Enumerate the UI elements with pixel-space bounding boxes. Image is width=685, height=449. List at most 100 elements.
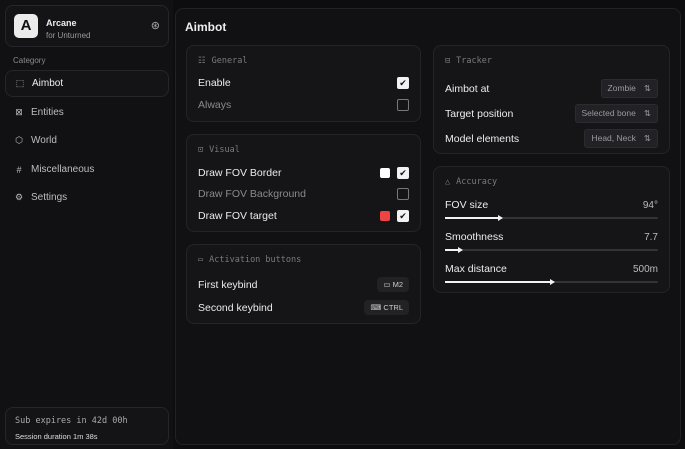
aimbot-at-select[interactable]: Zombie ⇅ — [600, 79, 658, 98]
select-value: Head, Neck — [591, 133, 636, 143]
globe-box-icon: ⬡ — [15, 135, 23, 145]
smoothness-slider[interactable] — [445, 247, 658, 253]
setting-label: Draw FOV Background — [198, 188, 306, 200]
chevrons-icon: ⇅ — [643, 108, 651, 118]
chevrons-icon: ⇅ — [643, 83, 651, 93]
slider-fill — [445, 215, 504, 221]
sidebar: A Arcane for Unturned ⊛ Category ⬚ Aimbot… — [0, 0, 173, 449]
card-title: Activation buttons — [209, 255, 302, 265]
setting-first-keybind: First keybind ▭ M2 — [198, 277, 409, 292]
card-header: ☷ General — [198, 56, 247, 66]
keybind-button[interactable]: ▭ M2 — [377, 277, 409, 292]
checkbox[interactable] — [397, 188, 409, 200]
sidebar-item-settings[interactable]: ⚙ Settings — [5, 184, 169, 211]
setting-label: Always — [198, 99, 232, 111]
card-title: Visual — [209, 145, 240, 155]
card-header: △ Accuracy — [445, 177, 497, 187]
slider-label: Max distance — [445, 263, 507, 275]
activation-card: ▭ Activation buttons First keybind ▭ M2 Se… — [186, 244, 421, 324]
chevrons-icon: ⇅ — [643, 133, 651, 143]
card-title: General — [211, 56, 248, 66]
setting-label: Aimbot at — [445, 82, 490, 95]
sidebar-item-miscellaneous[interactable]: # Miscellaneous — [5, 156, 169, 183]
sidebar-item-label: Miscellaneous — [31, 164, 95, 175]
grid-icon: # — [16, 164, 22, 175]
slider-value: 7.7 — [644, 231, 658, 243]
crosshair-icon: ⬚ — [15, 78, 25, 88]
key-label: CTRL — [383, 303, 403, 312]
sidebar-item-label: Settings — [31, 192, 68, 203]
key-label: M2 — [392, 280, 403, 289]
card-header: ▭ Activation buttons — [198, 255, 301, 265]
tracker-icon: ⊟ — [445, 56, 451, 66]
page-title: Aimbot — [185, 20, 227, 34]
target-settings-icon[interactable]: ⊛ — [150, 20, 160, 32]
sidebar-item-world[interactable]: ⬡ World — [5, 127, 169, 154]
setting-draw-fov-background: Draw FOV Background — [198, 188, 409, 200]
category-label: Category — [13, 56, 46, 65]
setting-model-elements: Model elements Head, Neck ⇅ — [445, 129, 658, 148]
setting-label: Model elements — [445, 132, 520, 145]
checkbox[interactable]: ✔ — [397, 167, 409, 179]
setting-label: Draw FOV target — [198, 210, 277, 222]
sub-expiry: Sub expires in 42d 00h — [15, 416, 128, 426]
sidebar-item-label: Aimbot — [32, 78, 64, 89]
card-header: ⊡ Visual — [198, 145, 240, 155]
always-checkbox[interactable] — [397, 99, 409, 111]
target-icon: ⊡ — [198, 145, 204, 155]
setting-draw-fov-border: Draw FOV Border ✔ — [198, 167, 409, 179]
slider-label: FOV size — [445, 199, 489, 211]
slider-max-distance: Max distance 500m — [445, 263, 658, 275]
app-name: Arcane — [46, 18, 77, 28]
sidebar-item-label: World — [31, 135, 57, 146]
keybind-button[interactable]: ⌨ CTRL — [364, 300, 409, 315]
slider-fov-size: FOV size 94° — [445, 199, 658, 211]
sidebar-item-label: Entities — [31, 107, 64, 118]
checkbox[interactable]: ✔ — [397, 210, 409, 222]
setting-draw-fov-target: Draw FOV target ✔ — [198, 210, 409, 222]
setting-aimbot-at: Aimbot at Zombie ⇅ — [445, 79, 658, 98]
target-position-select[interactable]: Selected bone ⇅ — [574, 104, 658, 123]
sidebar-item-entities[interactable]: ⊠ Entities — [5, 99, 169, 126]
sliders-icon: ☷ — [198, 56, 206, 66]
setting-label: Second keybind — [198, 301, 273, 314]
select-value: Zombie — [607, 83, 636, 93]
subscription-info: Sub expires in 42d 00h Session duration … — [5, 407, 169, 445]
visual-card: ⊡ Visual Draw FOV Border ✔ Draw FOV Backgr… — [186, 134, 421, 232]
accuracy-card: △ Accuracy FOV size 94° Smoothness 7.7 Max … — [433, 166, 670, 293]
slider-fill — [445, 279, 554, 285]
card-title: Tracker — [456, 56, 492, 66]
tracker-card: ⊟ Tracker Aimbot at Zombie ⇅ Target positio… — [433, 45, 670, 154]
max-distance-slider[interactable] — [445, 279, 658, 285]
slider-smoothness: Smoothness 7.7 — [445, 231, 658, 243]
select-value: Selected bone — [581, 108, 636, 118]
triangle-icon: △ — [445, 177, 451, 187]
setting-label: Enable — [198, 77, 231, 89]
color-swatch[interactable] — [380, 168, 390, 178]
session-duration: Session duration 1m 38s — [15, 432, 98, 441]
card-title: Accuracy — [456, 177, 498, 187]
setting-always: Always — [198, 99, 409, 111]
color-swatch[interactable] — [380, 211, 390, 221]
enable-checkbox[interactable]: ✔ — [397, 77, 409, 89]
app-subtitle: for Unturned — [46, 31, 91, 40]
slider-value: 94° — [642, 199, 658, 211]
slider-fill — [445, 247, 463, 253]
slider-label: Smoothness — [445, 231, 504, 243]
keyboard-icon: ▭ — [198, 255, 204, 265]
model-elements-select[interactable]: Head, Neck ⇅ — [584, 129, 658, 148]
sidebar-item-aimbot[interactable]: ⬚ Aimbot — [5, 70, 169, 97]
setting-second-keybind: Second keybind ⌨ CTRL — [198, 300, 409, 315]
fov-size-slider[interactable] — [445, 215, 658, 221]
setting-enable: Enable ✔ — [198, 77, 409, 89]
setting-target-position: Target position Selected bone ⇅ — [445, 104, 658, 123]
gear-icon: ⚙ — [14, 192, 24, 202]
slider-value: 500m — [632, 263, 658, 275]
logo: A — [14, 14, 38, 38]
scan-face-icon: ⊠ — [15, 107, 23, 117]
setting-label: Target position — [445, 107, 514, 120]
card-header: ⊟ Tracker — [445, 56, 492, 66]
setting-label: First keybind — [198, 278, 258, 291]
brand-card: A Arcane for Unturned ⊛ — [5, 5, 169, 47]
general-card: ☷ General Enable ✔ Always — [186, 45, 421, 122]
